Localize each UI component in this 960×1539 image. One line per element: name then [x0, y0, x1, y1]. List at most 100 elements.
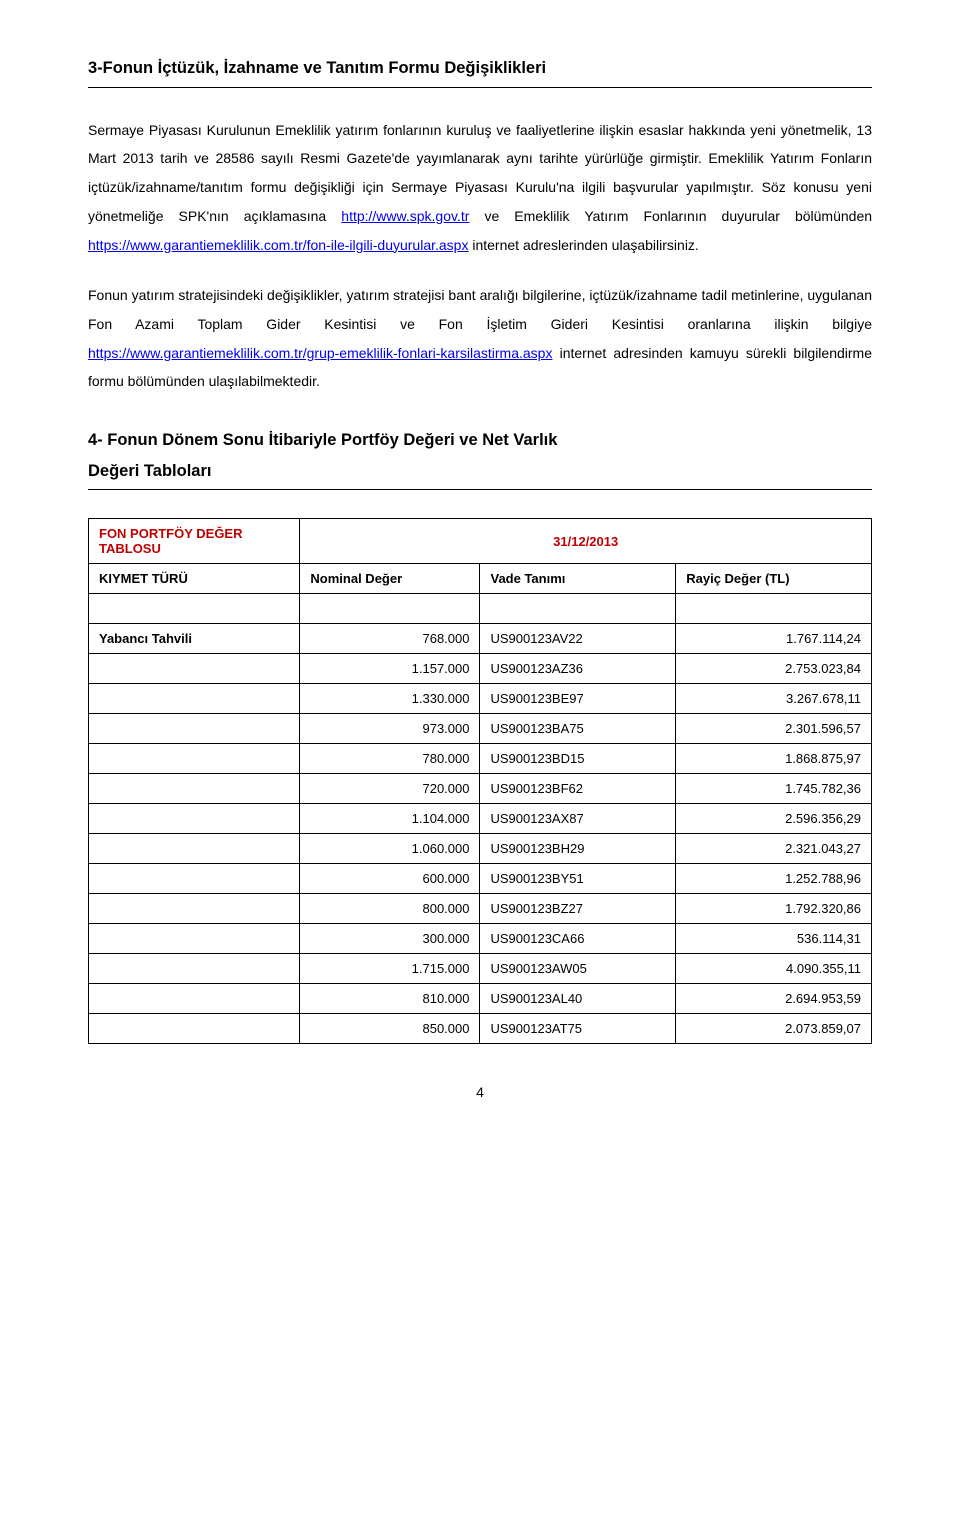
table-cell-nominal: 810.000	[300, 984, 480, 1014]
table-col-header-4: Rayiç Değer (TL)	[676, 564, 872, 594]
section3-link-karsilastirma[interactable]: https://www.garantiemeklilik.com.tr/grup…	[88, 345, 552, 361]
table-cell-type	[89, 834, 300, 864]
section3-rule	[88, 87, 872, 88]
table-col-header-3: Vade Tanımı	[480, 564, 676, 594]
section3-p1-text-b: ve Emeklilik Yatırım Fonlarının duyurula…	[484, 208, 872, 224]
table-cell-rayic: 1.767.114,24	[676, 624, 872, 654]
section3-paragraph-2: Fonun yatırım stratejisindeki değişiklik…	[88, 281, 872, 396]
table-cell-type	[89, 984, 300, 1014]
section3-p2-text-a: Fonun yatırım stratejisindeki değişiklik…	[88, 287, 872, 332]
table-cell-vade: US900123AW05	[480, 954, 676, 984]
table-cell-nominal: 780.000	[300, 744, 480, 774]
table-row: 1.715.000US900123AW054.090.355,11	[89, 954, 872, 984]
section3-p1-text-c: internet adreslerinden ulaşabilirsiniz.	[472, 237, 698, 253]
table-cell-type	[89, 924, 300, 954]
table-cell-vade: US900123AV22	[480, 624, 676, 654]
table-row: 810.000US900123AL402.694.953,59	[89, 984, 872, 1014]
page-container: 3-Fonun İçtüzük, İzahname ve Tanıtım For…	[0, 0, 960, 1140]
table-row: 1.060.000US900123BH292.321.043,27	[89, 834, 872, 864]
table-cell-vade: US900123AT75	[480, 1014, 676, 1044]
table-spacer-cell-2	[300, 594, 480, 624]
table-row: 720.000US900123BF621.745.782,36	[89, 774, 872, 804]
table-cell-nominal: 768.000	[300, 624, 480, 654]
table-cell-type	[89, 774, 300, 804]
table-title-cell: FON PORTFÖY DEĞER TABLOSU	[89, 519, 300, 564]
table-row: 800.000US900123BZ271.792.320,86	[89, 894, 872, 924]
section3-paragraph-1: Sermaye Piyasası Kurulunun Emeklilik yat…	[88, 116, 872, 259]
table-cell-nominal: 850.000	[300, 1014, 480, 1044]
table-row: 1.157.000US900123AZ362.753.023,84	[89, 654, 872, 684]
table-cell-nominal: 1.330.000	[300, 684, 480, 714]
table-cell-type	[89, 714, 300, 744]
table-cell-vade: US900123AZ36	[480, 654, 676, 684]
table-cell-rayic: 536.114,31	[676, 924, 872, 954]
table-date-cell: 31/12/2013	[300, 519, 872, 564]
table-cell-rayic: 1.252.788,96	[676, 864, 872, 894]
table-cell-rayic: 2.301.596,57	[676, 714, 872, 744]
table-row: 600.000US900123BY511.252.788,96	[89, 864, 872, 894]
table-cell-nominal: 1.060.000	[300, 834, 480, 864]
page-number: 4	[88, 1084, 872, 1100]
table-cell-nominal: 300.000	[300, 924, 480, 954]
table-cell-nominal: 1.104.000	[300, 804, 480, 834]
table-row: 300.000US900123CA66536.114,31	[89, 924, 872, 954]
table-col-header-2: Nominal Değer	[300, 564, 480, 594]
table-body: Yabancı Tahvili768.000US900123AV221.767.…	[89, 624, 872, 1044]
table-spacer-row	[89, 594, 872, 624]
table-cell-type	[89, 954, 300, 984]
table-cell-rayic: 2.073.859,07	[676, 1014, 872, 1044]
section3-link-spk[interactable]: http://www.spk.gov.tr	[341, 208, 469, 224]
section3-heading: 3-Fonun İçtüzük, İzahname ve Tanıtım For…	[88, 56, 872, 81]
section4-rule	[88, 489, 872, 490]
portfolio-table-wrap: FON PORTFÖY DEĞER TABLOSU 31/12/2013 KIY…	[88, 518, 872, 1044]
table-cell-rayic: 1.745.782,36	[676, 774, 872, 804]
table-cell-vade: US900123BY51	[480, 864, 676, 894]
table-cell-vade: US900123BE97	[480, 684, 676, 714]
table-cell-nominal: 600.000	[300, 864, 480, 894]
table-cell-type	[89, 1014, 300, 1044]
table-cell-rayic: 2.694.953,59	[676, 984, 872, 1014]
table-cell-type	[89, 744, 300, 774]
table-cell-nominal: 720.000	[300, 774, 480, 804]
table-cell-vade: US900123BF62	[480, 774, 676, 804]
table-cell-nominal: 973.000	[300, 714, 480, 744]
section4-heading-line1: 4- Fonun Dönem Sonu İtibariyle Portföy D…	[88, 428, 872, 453]
table-col-header-1: KIYMET TÜRÜ	[89, 564, 300, 594]
table-cell-vade: US900123BA75	[480, 714, 676, 744]
table-cell-nominal: 800.000	[300, 894, 480, 924]
table-cell-type	[89, 684, 300, 714]
section4-heading-line2: Değeri Tabloları	[88, 459, 872, 484]
section-gap	[88, 418, 872, 428]
table-cell-rayic: 2.321.043,27	[676, 834, 872, 864]
table-cell-rayic: 2.753.023,84	[676, 654, 872, 684]
table-cell-vade: US900123BH29	[480, 834, 676, 864]
table-row: 973.000US900123BA752.301.596,57	[89, 714, 872, 744]
table-cell-nominal: 1.715.000	[300, 954, 480, 984]
table-cell-nominal: 1.157.000	[300, 654, 480, 684]
table-cell-vade: US900123BD15	[480, 744, 676, 774]
table-cell-type	[89, 894, 300, 924]
table-cell-vade: US900123AX87	[480, 804, 676, 834]
table-cell-type	[89, 864, 300, 894]
table-cell-type: Yabancı Tahvili	[89, 624, 300, 654]
table-row: 1.330.000US900123BE973.267.678,11	[89, 684, 872, 714]
table-cell-type	[89, 654, 300, 684]
table-cell-vade: US900123BZ27	[480, 894, 676, 924]
table-header-row-1: FON PORTFÖY DEĞER TABLOSU 31/12/2013	[89, 519, 872, 564]
table-cell-rayic: 2.596.356,29	[676, 804, 872, 834]
table-row: 1.104.000US900123AX872.596.356,29	[89, 804, 872, 834]
table-cell-rayic: 4.090.355,11	[676, 954, 872, 984]
portfolio-table: FON PORTFÖY DEĞER TABLOSU 31/12/2013 KIY…	[88, 518, 872, 1044]
section3-link-duyurular[interactable]: https://www.garantiemeklilik.com.tr/fon-…	[88, 237, 468, 253]
table-spacer-cell-4	[676, 594, 872, 624]
table-cell-rayic: 1.792.320,86	[676, 894, 872, 924]
table-cell-vade: US900123AL40	[480, 984, 676, 1014]
table-row: 850.000US900123AT752.073.859,07	[89, 1014, 872, 1044]
table-row: Yabancı Tahvili768.000US900123AV221.767.…	[89, 624, 872, 654]
table-spacer-cell-3	[480, 594, 676, 624]
table-spacer-cell-1	[89, 594, 300, 624]
table-cell-type	[89, 804, 300, 834]
table-header-row-2: KIYMET TÜRÜ Nominal Değer Vade Tanımı Ra…	[89, 564, 872, 594]
table-cell-rayic: 3.267.678,11	[676, 684, 872, 714]
table-row: 780.000US900123BD151.868.875,97	[89, 744, 872, 774]
